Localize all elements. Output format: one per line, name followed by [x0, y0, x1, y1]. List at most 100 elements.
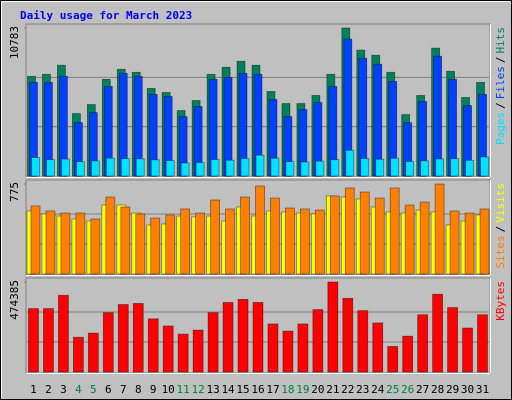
chart-title: Daily usage for March 2023 — [20, 9, 192, 22]
bar — [282, 330, 294, 373]
bar — [344, 187, 355, 275]
bar — [120, 206, 131, 275]
x-tick-label: 9 — [150, 383, 157, 396]
x-tick-label: 22 — [341, 383, 354, 396]
legend-entry: Pages — [494, 112, 507, 145]
bar — [225, 159, 235, 177]
x-tick-label: 3 — [60, 383, 67, 396]
bar — [270, 197, 280, 275]
bar — [240, 158, 250, 177]
bar — [87, 332, 99, 373]
bar — [75, 161, 85, 177]
bar — [464, 212, 475, 275]
bar — [150, 217, 161, 275]
bar — [43, 308, 54, 373]
bar — [225, 208, 235, 275]
bar — [192, 329, 204, 373]
x-tick-label: 10 — [162, 383, 175, 396]
y-tick-label: 474385 — [8, 280, 21, 320]
x-tick-label: 1 — [30, 383, 37, 396]
bar — [207, 312, 219, 373]
bar — [255, 154, 265, 177]
x-tick-label: 2 — [45, 383, 52, 396]
bar — [135, 158, 145, 177]
bar — [58, 294, 69, 373]
bar — [314, 209, 325, 275]
legend-entry: Files — [494, 66, 507, 99]
x-tick-label: 28 — [431, 383, 444, 396]
x-tick-label: 12 — [192, 383, 205, 396]
bar — [72, 336, 84, 373]
x-tick-label: 17 — [266, 383, 279, 396]
bar — [447, 307, 458, 373]
bar — [480, 156, 489, 177]
x-tick-label: 11 — [177, 383, 190, 396]
bar — [330, 159, 340, 177]
x-tick-label: 23 — [356, 383, 369, 396]
bar — [434, 183, 445, 275]
legend-separator: / — [494, 102, 507, 109]
bar — [374, 197, 385, 275]
bar — [28, 308, 39, 373]
legend-separator: / — [494, 57, 507, 64]
legend-entry: Hits — [494, 27, 507, 54]
bar — [165, 214, 176, 275]
legend-entry: Sites — [494, 235, 507, 268]
bar — [210, 199, 220, 275]
x-tick-label: 19 — [296, 383, 309, 396]
bar — [449, 210, 460, 275]
bar — [345, 149, 355, 177]
bar — [419, 201, 430, 275]
x-tick-label: 24 — [371, 383, 385, 396]
bar — [329, 195, 340, 275]
bar — [252, 302, 264, 373]
bar — [417, 314, 429, 373]
bar — [285, 207, 295, 275]
bar — [402, 335, 414, 373]
bar — [420, 160, 430, 177]
x-tick-label: 8 — [135, 383, 142, 396]
bar — [132, 303, 144, 373]
bar — [180, 162, 190, 177]
bar — [372, 322, 384, 373]
bar — [357, 310, 369, 373]
x-tick-label: 18 — [281, 383, 294, 396]
legend-separator: / — [494, 226, 507, 233]
bar — [105, 157, 115, 177]
x-tick-label: 5 — [90, 383, 97, 396]
bar — [300, 208, 310, 275]
x-tick-label: 15 — [236, 383, 249, 396]
bar — [30, 205, 41, 275]
bar — [90, 218, 101, 275]
x-tick-label: 27 — [416, 383, 429, 396]
bar — [210, 159, 220, 177]
legend: Pages / Files / Hits — [494, 27, 507, 145]
bar — [60, 212, 71, 275]
bar — [147, 318, 159, 373]
bar — [120, 158, 130, 177]
bar — [375, 158, 385, 177]
x-tick-label: 4 — [75, 383, 82, 396]
bar — [297, 323, 309, 373]
bar — [222, 302, 234, 373]
bar — [117, 304, 129, 373]
bar — [315, 160, 325, 177]
bar — [237, 298, 249, 373]
x-tick-label: 13 — [206, 383, 219, 396]
bar — [46, 159, 55, 177]
x-tick-label: 6 — [105, 383, 112, 396]
bar — [177, 333, 189, 373]
legend-entry: KBytes — [494, 281, 507, 321]
bar — [195, 162, 205, 177]
bar — [267, 323, 279, 373]
y-tick-label: 775 — [8, 182, 21, 202]
bar — [390, 157, 400, 177]
bar — [75, 212, 86, 275]
bar — [479, 208, 490, 275]
legend-entry: Visits — [494, 183, 507, 223]
bar — [285, 161, 295, 177]
bar — [312, 309, 324, 373]
bar — [105, 196, 116, 275]
legend: KBytes — [494, 281, 507, 321]
bar — [432, 293, 444, 373]
